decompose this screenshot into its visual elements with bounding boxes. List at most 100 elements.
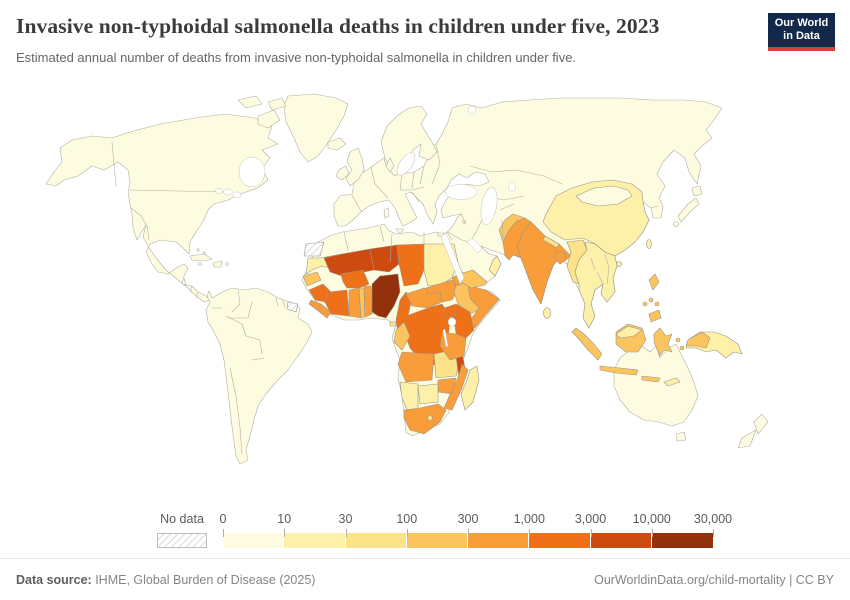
- country-congo[interactable]: [393, 321, 411, 351]
- country-western-sahara-no-data[interactable]: [303, 241, 325, 257]
- legend-tick-label: 300: [457, 512, 479, 526]
- hudson-bay: [238, 156, 266, 188]
- country-japan-honshu[interactable]: [677, 197, 700, 223]
- landmass-south-america[interactable]: [205, 287, 313, 465]
- country-oman[interactable]: [488, 255, 502, 277]
- legend-tick-label: 30: [338, 512, 353, 526]
- country-indonesia-papua[interactable]: [685, 331, 711, 349]
- country-niger[interactable]: [369, 244, 400, 273]
- arctic-island-baffin: [257, 109, 281, 129]
- country-equatorial-guinea[interactable]: [389, 321, 397, 327]
- country-ireland[interactable]: [335, 165, 350, 181]
- legend-tick-label: 1,000: [513, 512, 545, 526]
- chart-footer: Data source: IHME, Global Burden of Dise…: [0, 558, 850, 600]
- island-maluku[interactable]: [675, 337, 681, 343]
- country-denmark[interactable]: [385, 157, 395, 173]
- landmass-greenland[interactable]: [283, 93, 349, 163]
- legend-bin-6[interactable]: [529, 533, 591, 548]
- credit-link[interactable]: OurWorldinData.org/child-mortality | CC …: [594, 572, 834, 587]
- country-cote-divoire[interactable]: [324, 289, 350, 317]
- island-timor[interactable]: [663, 377, 681, 387]
- bahamas-island: [196, 248, 200, 252]
- country-malaysia-borneo[interactable]: [615, 325, 643, 339]
- legend-bin-7[interactable]: [590, 533, 652, 548]
- legend-bin-3[interactable]: [345, 533, 407, 548]
- country-philippines-visayas[interactable]: [648, 297, 654, 303]
- country-puerto-rico[interactable]: [225, 262, 229, 266]
- aral-sea: [508, 182, 516, 192]
- country-mozambique[interactable]: [443, 363, 469, 411]
- country-philippines-visayas[interactable]: [642, 301, 648, 307]
- country-jamaica[interactable]: [198, 262, 202, 266]
- country-indonesia-sumatra[interactable]: [571, 327, 603, 361]
- legend-bin-4[interactable]: [406, 533, 468, 548]
- country-cuba[interactable]: [189, 253, 213, 262]
- data-source-text: IHME, Global Burden of Disease (2025): [91, 572, 316, 587]
- legend-bin-5[interactable]: [468, 533, 530, 548]
- country-pakistan[interactable]: [502, 217, 532, 261]
- country-indonesia-sulawesi[interactable]: [653, 327, 673, 357]
- country-philippines-visayas[interactable]: [654, 301, 660, 307]
- country-senegal[interactable]: [302, 271, 322, 287]
- country-japan-hokkaido[interactable]: [691, 185, 703, 197]
- country-liberia[interactable]: [316, 303, 332, 319]
- great-lake: [232, 191, 242, 199]
- no-data-swatch[interactable]: [157, 533, 207, 548]
- country-indonesia-java[interactable]: [599, 365, 639, 376]
- country-south-sudan[interactable]: [425, 279, 459, 303]
- country-madagascar[interactable]: [460, 365, 480, 411]
- country-bangladesh[interactable]: [553, 251, 567, 265]
- country-taiwan[interactable]: [646, 239, 652, 249]
- island-sardinia: [383, 207, 390, 219]
- country-mongolia[interactable]: [575, 185, 633, 207]
- country-philippines-mindanao[interactable]: [648, 309, 662, 323]
- country-mali[interactable]: [323, 248, 375, 277]
- legend-bin-2[interactable]: [284, 533, 346, 548]
- country-burkina-faso[interactable]: [340, 269, 370, 289]
- island-hainan[interactable]: [616, 261, 622, 267]
- legend-bin-8[interactable]: [651, 533, 713, 548]
- owid-logo-line1: Our World: [774, 17, 829, 30]
- lake-tanganyika: [442, 328, 449, 348]
- data-source-label: Data source:: [16, 572, 92, 587]
- country-botswana[interactable]: [417, 383, 439, 405]
- country-iceland[interactable]: [327, 137, 347, 151]
- island-bali-nusa[interactable]: [641, 375, 661, 383]
- country-philippines-luzon[interactable]: [648, 273, 660, 291]
- legend-tick-label: 100: [396, 512, 418, 526]
- country-sri-lanka[interactable]: [543, 307, 551, 319]
- country-french-guiana-no-data[interactable]: [286, 301, 299, 313]
- country-namibia[interactable]: [399, 381, 419, 413]
- great-lake: [215, 188, 223, 194]
- country-borders: [111, 141, 659, 455]
- country-new-zealand-south[interactable]: [737, 429, 757, 449]
- landmass-north-america[interactable]: [45, 113, 279, 303]
- country-afghanistan[interactable]: [498, 213, 526, 243]
- country-new-zealand-north[interactable]: [753, 413, 769, 435]
- legend-tick-label: 10,000: [632, 512, 671, 526]
- page-title: Invasive non-typhoidal salmonella deaths…: [16, 14, 660, 38]
- country-japan-kyushu[interactable]: [673, 221, 679, 227]
- country-somalia[interactable]: [467, 285, 500, 329]
- legend-bin-1[interactable]: [223, 533, 285, 548]
- legend-tick-label: 3,000: [574, 512, 607, 526]
- country-nigeria[interactable]: [371, 273, 401, 319]
- white-sea: [467, 105, 477, 115]
- country-south-africa[interactable]: [403, 403, 447, 435]
- country-lesotho[interactable]: [427, 415, 433, 421]
- country-nepal[interactable]: [542, 235, 560, 249]
- owid-logo[interactable]: Our World in Data: [768, 13, 835, 51]
- lake-victoria: [447, 317, 457, 327]
- world-map[interactable]: [0, 92, 850, 507]
- island-maluku[interactable]: [679, 345, 685, 351]
- region-indochina[interactable]: [574, 241, 618, 329]
- arctic-island: [237, 95, 263, 109]
- persian-gulf: [466, 237, 483, 254]
- country-australia[interactable]: [613, 343, 699, 427]
- country-benin[interactable]: [363, 285, 373, 318]
- country-hispaniola[interactable]: [212, 260, 223, 268]
- legend-tick-label: 10: [277, 512, 292, 526]
- chart-subtitle: Estimated annual number of deaths from i…: [16, 50, 577, 65]
- country-angola[interactable]: [397, 351, 435, 383]
- country-united-kingdom[interactable]: [345, 147, 365, 187]
